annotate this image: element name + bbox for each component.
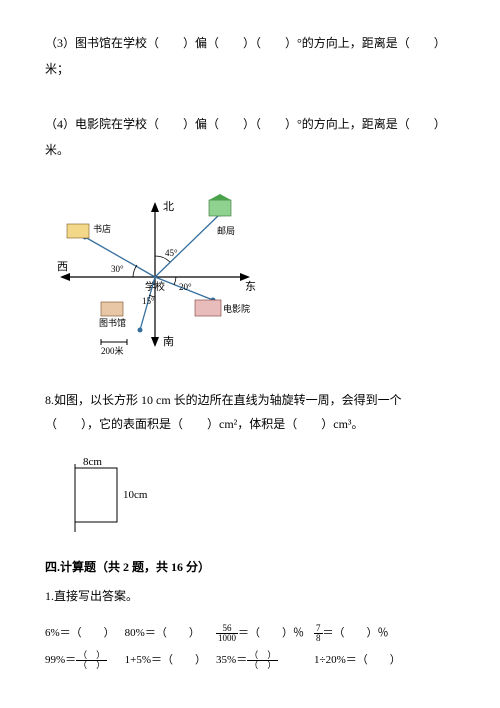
question-8: 8.如图，以长方形 10 cm 长的边所在直线为轴旋转一周，会得到一个（ ），它… xyxy=(45,388,455,436)
svg-text:200米: 200米 xyxy=(101,345,124,356)
svg-text:南: 南 xyxy=(163,335,174,348)
blank-fraction-icon: （ ）（ ） xyxy=(247,651,278,670)
calc-r2c2: 1+5%＝（ ） xyxy=(125,647,216,674)
svg-text:西: 西 xyxy=(57,261,68,273)
svg-text:图书馆: 图书馆 xyxy=(99,317,126,328)
calc-r1c1: 6%＝（ ） xyxy=(45,620,125,647)
svg-text:邮局: 邮局 xyxy=(217,225,235,236)
calc-r2c4: 1÷20%＝（ ） xyxy=(314,647,411,674)
svg-text:书店: 书店 xyxy=(93,223,111,234)
calc-r1c4: 7 8 ＝（ ）％ xyxy=(314,620,411,647)
svg-text:学校: 学校 xyxy=(145,280,165,293)
svg-text:45°: 45° xyxy=(165,248,178,258)
rectangle-diagram: 8cm 10cm xyxy=(55,454,455,540)
fraction-icon: 56 1000 xyxy=(216,624,238,643)
label-north: 北 xyxy=(163,200,174,213)
question-4: （4）电影院在学校（ ）偏（ ）（ ）°的方向上，距离是（ ）米。 xyxy=(45,111,455,164)
calc-r2c3: 35%＝（ ）（ ） xyxy=(216,647,314,674)
blank-fraction-icon: （ ）（ ） xyxy=(76,651,107,670)
svg-text:8cm: 8cm xyxy=(83,456,102,468)
compass-diagram: 北 南 东 西 学校 30° 45° 20° 15° 书店 邮局 电影院 图书馆 xyxy=(45,192,455,368)
calc-r1c3: 56 1000 ＝（ ）％ xyxy=(216,620,314,647)
calc-r2c1: 99%＝（ ）（ ） xyxy=(45,647,125,674)
calc-table: 6%＝（ ） 80%＝（ ） 56 1000 ＝（ ）％ 7 8 ＝（ ）％ 9… xyxy=(45,620,411,674)
calc-subtitle: 1.直接写出答案。 xyxy=(45,587,455,606)
fraction-icon: 7 8 xyxy=(314,624,323,643)
svg-text:10cm: 10cm xyxy=(123,489,148,501)
question-3: （3）图书馆在学校（ ）偏（ ）（ ）°的方向上，距离是（ ）米； xyxy=(45,30,455,83)
section-4-title: 四.计算题（共 2 题，共 16 分） xyxy=(45,558,455,577)
svg-text:15°: 15° xyxy=(142,296,155,306)
svg-text:电影院: 电影院 xyxy=(223,303,250,314)
svg-text:20°: 20° xyxy=(179,282,192,292)
svg-text:东: 东 xyxy=(245,280,256,293)
calc-r1c2: 80%＝（ ） xyxy=(125,620,216,647)
svg-text:30°: 30° xyxy=(111,264,124,274)
